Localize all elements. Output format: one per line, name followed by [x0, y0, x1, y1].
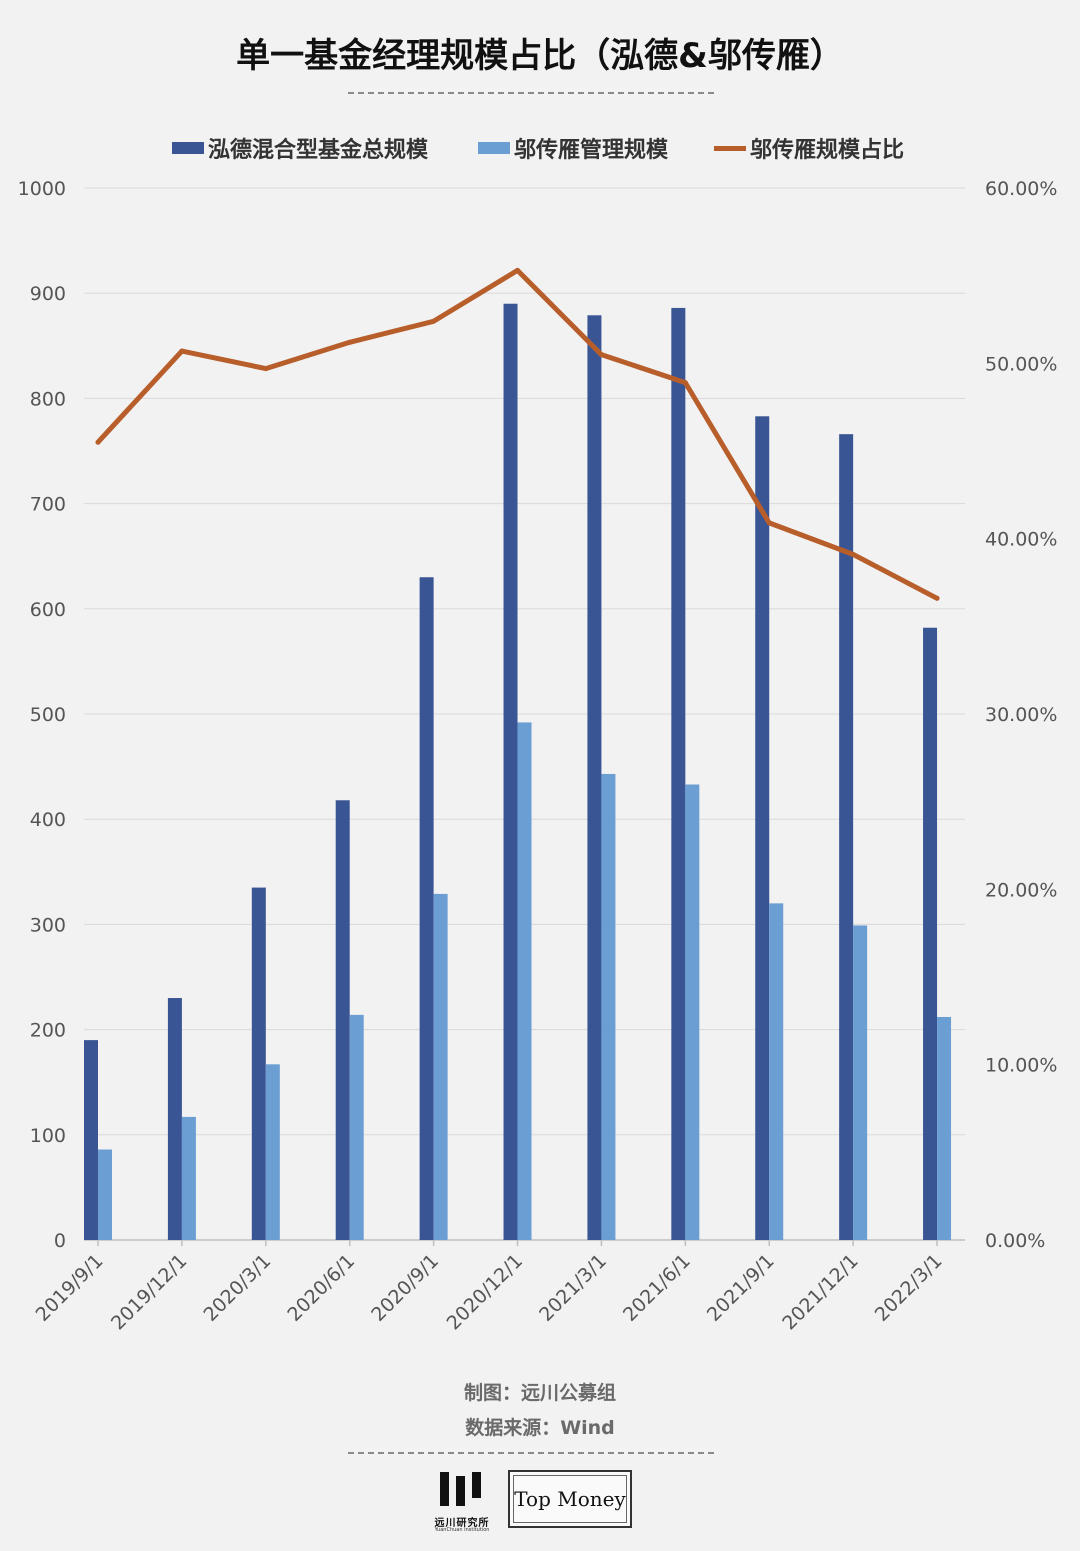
legend-item-ratio: 邬传雁规模占比	[714, 132, 904, 164]
legend-label-ratio: 邬传雁规模占比	[750, 138, 905, 163]
yuanchuan-logo-text: 远川研究所	[434, 1518, 490, 1529]
x-tick-label: 2020/12/1	[443, 1250, 527, 1334]
ratio-point	[934, 595, 940, 601]
y-left-tick-label: 300	[30, 914, 66, 936]
legend-label-total: 泓德混合型基金总规模	[208, 138, 429, 163]
bar-managed	[769, 903, 784, 1240]
y-left-tick-label: 800	[30, 388, 66, 410]
ratio-point	[347, 339, 353, 345]
x-tick-label: 2021/9/1	[703, 1250, 779, 1326]
y-left-tick-label: 200	[30, 1020, 66, 1042]
bar-total	[671, 307, 686, 1241]
legend: 泓德混合型基金总规模 邬传雁管理规模 邬传雁规模占比	[0, 132, 1080, 164]
ratio-point	[850, 551, 856, 557]
legend-label-managed: 邬传雁管理规模	[514, 138, 669, 163]
title-divider	[348, 92, 714, 94]
bar-total	[503, 303, 518, 1241]
y-left-tick-label: 100	[30, 1125, 66, 1147]
topmoney-logo-text: Top Money	[513, 1475, 627, 1523]
bar-managed	[181, 1116, 196, 1240]
y-left-tick-label: 900	[30, 283, 66, 305]
x-tick-label: 2021/12/1	[778, 1250, 862, 1334]
bar-managed	[349, 1014, 364, 1240]
x-tick-label: 2019/9/1	[32, 1250, 108, 1326]
ratio-point	[179, 348, 185, 354]
bar-total	[419, 577, 434, 1240]
y-right-tick-label: 10.00%	[985, 1055, 1057, 1077]
y-right-tick-label: 50.00%	[985, 353, 1057, 375]
bar-managed	[937, 1016, 952, 1240]
y-right-tick-label: 40.00%	[985, 529, 1057, 551]
legend-swatch-managed	[478, 142, 510, 154]
ratio-point	[766, 520, 772, 526]
y-left-tick-label: 600	[30, 599, 66, 621]
x-tick-label: 2019/12/1	[107, 1250, 191, 1334]
bar-total	[84, 1040, 98, 1240]
ratio-point	[95, 439, 101, 445]
bar-total	[251, 887, 266, 1240]
bar-managed	[265, 1064, 280, 1240]
legend-swatch-total	[172, 142, 204, 154]
bar-managed	[433, 893, 448, 1240]
legend-item-total: 泓德混合型基金总规模	[172, 132, 428, 164]
bar-managed	[98, 1149, 112, 1240]
x-tick-label: 2020/6/1	[283, 1250, 359, 1326]
bar-total	[923, 627, 938, 1240]
y-left-tick-label: 700	[30, 494, 66, 516]
x-tick-label: 2020/3/1	[199, 1250, 275, 1326]
y-left-tick-label: 0	[54, 1230, 66, 1252]
legend-item-managed: 邬传雁管理规模	[478, 132, 668, 164]
x-tick-label: 2022/3/1	[871, 1250, 947, 1326]
bar-total	[755, 416, 770, 1240]
bar-managed	[517, 722, 532, 1240]
y-right-tick-label: 30.00%	[985, 704, 1057, 726]
ratio-point	[431, 318, 437, 324]
credit-source: 数据来源：Wind	[465, 1417, 615, 1439]
yuanchuan-logo: 远川研究所 YuanChuan Institution	[426, 1470, 498, 1534]
y-left-tick-label: 1000	[18, 178, 66, 200]
y-left-tick-label: 400	[30, 809, 66, 831]
chart-canvas: 0 100 200 300 400 500 600 700 800 900 1000 0.00% 10.…	[18, 178, 1058, 1334]
bar-total	[839, 434, 854, 1241]
bar-total	[335, 800, 350, 1240]
topmoney-logo: Top Money	[508, 1470, 632, 1528]
bar-managed	[853, 925, 868, 1240]
credit-chart: 制图：远川公募组	[463, 1382, 616, 1404]
y-right-tick-label: 0.00%	[985, 1230, 1045, 1252]
x-tick-label: 2021/6/1	[619, 1250, 695, 1326]
x-tick-label: 2020/9/1	[367, 1250, 443, 1326]
x-tick-label: 2021/3/1	[535, 1250, 611, 1326]
bar-total	[587, 315, 602, 1240]
ratio-point	[263, 366, 269, 372]
yuanchuan-logo-icon	[440, 1472, 481, 1506]
bar-total	[167, 998, 182, 1240]
ratio-point	[515, 267, 521, 273]
y-right-tick-label: 60.00%	[985, 178, 1057, 200]
footer-divider	[348, 1452, 714, 1454]
legend-swatch-ratio	[714, 145, 746, 151]
bar-managed	[685, 784, 700, 1240]
ratio-point	[682, 380, 688, 386]
chart-title: 单一基金经理规模占比（泓德&邬传雁）	[236, 36, 844, 76]
yuanchuan-logo-subtext: YuanChuan Institution	[434, 1527, 490, 1533]
y-right-tick-label: 20.00%	[985, 879, 1057, 901]
ratio-point	[598, 352, 604, 358]
y-left-tick-label: 500	[30, 704, 66, 726]
bar-managed	[601, 773, 616, 1240]
